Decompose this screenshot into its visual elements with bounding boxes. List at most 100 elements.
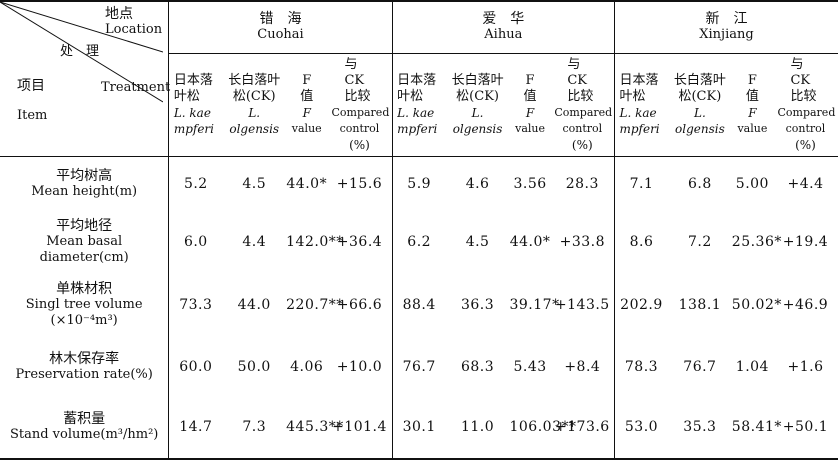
col-jp-lat: L. kaempferi [619,105,660,136]
cell-value: 78.3 [613,338,668,396]
location-label-zh: 地点 [105,6,133,22]
cell-compared: 28.3 [565,176,599,193]
cell-value: 4.5 [242,176,267,193]
col-jp-zh: 日本落叶松 [173,72,213,104]
row-label: 平均树高 Mean height(m) [0,156,169,212]
treatment-label-zh: 处 理 [60,44,100,59]
cell-f-value: 3.56 [513,176,547,193]
site-name-zh: 新 江 [705,11,748,28]
col-header-compared: 与CK比较 Compared control (%) [327,53,393,157]
cell-value: 11.0 [445,396,510,460]
col-f-en: value [737,121,768,135]
cell-value: 68.3 [460,359,495,375]
cell-compared: +4.4 [787,176,824,193]
cell-compared: +143.5 [554,297,610,313]
cell-value: 5.9 [391,156,446,212]
location-label-en: Location [105,22,163,37]
site-name-zh: 错 海 [259,11,302,28]
col-f-sym: F [748,105,757,120]
col-header-olgensis: 长白落叶松(CK) L. olgensis [445,53,510,157]
col-cmp-en: Compared control [554,105,613,135]
site-name-zh: 爱 华 [482,11,525,28]
row-label-zh: 蓄积量 [63,411,106,427]
table-row: 单株材积 Singl tree volume (×10⁻⁴m³) 73.3 44… [0,272,838,338]
cell-value: 7.1 [613,156,668,212]
col-ck-zh: 长白落叶松(CK) [451,72,504,104]
cell-f-value: 58.41* [731,396,781,460]
cell-value: 8.6 [613,212,668,272]
cell-value: 76.7 [391,338,446,396]
col-header-olgensis: 长白落叶松(CK) L. olgensis [222,53,287,157]
col-f-zh: F值 [523,72,537,104]
row-label: 蓄积量 Stand volume(m³/hm²) [0,396,169,460]
table-row: 平均地径 Mean basal diameter(cm) 6.0 4.4 142… [0,212,838,272]
cell-value: 7.2 [688,234,712,250]
col-cmp-en: Compared control [331,105,390,135]
col-cmp-unit: (%) [349,137,370,152]
col-cmp-zh: 与CK比较 [567,56,594,104]
row-label-zh: 单株材积 [56,281,113,297]
cell-compared: +46.9 [782,297,829,313]
row-label-zh: 林木保存率 [49,351,120,367]
cell-compared: +15.6 [336,176,383,193]
col-header-kaempferi: 日本落叶松 L. kaempferi [168,53,223,157]
cell-f-value: 220.7** [286,297,344,313]
col-cmp-unit: (%) [571,137,593,152]
cell-value: 53.0 [613,396,668,460]
cell-f-value: 106.03** [509,396,576,460]
cell-f-value: 142.0** [286,234,344,250]
cell-value: 44.0 [237,297,271,313]
item-label-en: Item [17,108,48,123]
site-header-cuohai: 错 海 Cuohai [168,0,393,54]
row-label-unit: (×10⁻⁴m³) [50,313,118,328]
cell-value: 73.3 [168,272,223,338]
cell-compared: +8.4 [564,359,601,375]
col-f-sym: F [525,105,535,120]
col-jp-zh: 日本落叶松 [619,72,659,104]
cell-value: 4.5 [465,234,490,250]
row-label-en: Stand volume(m³/hm²) [9,427,159,442]
col-header-f-value: F值 F value [731,53,773,157]
site-name-en: Aihua [484,27,523,43]
cell-f-value: 5.00 [735,176,769,193]
cell-value: 60.0 [168,338,223,396]
table-row: 平均树高 Mean height(m) 5.2 4.5 44.0* +15.6 … [0,156,838,212]
col-f-sym: F [302,105,311,120]
col-jp-lat: L. kaempferi [173,105,214,136]
cell-value: 6.2 [391,212,446,272]
cell-compared: +19.4 [782,234,829,250]
col-ck-lat: L. olgensis [229,105,280,136]
cell-f-value: 4.06 [290,359,324,375]
cell-value: 88.4 [391,272,446,338]
cell-compared: +173.6 [550,396,615,460]
location-label: 地点 Location [105,6,162,38]
cell-compared: +50.1 [772,396,838,460]
cell-f-value: 44.0* [509,234,551,250]
cell-f-value: 50.02* [731,297,782,313]
col-header-f-value: F值 F value [509,53,551,157]
col-ck-zh: 长白落叶松(CK) [673,72,726,104]
col-jp-zh: 日本落叶松 [397,72,437,104]
cell-compared: +101.4 [327,396,393,460]
row-label: 单株材积 Singl tree volume (×10⁻⁴m³) [0,272,169,338]
cell-value: 76.7 [683,359,717,375]
cell-f-value: 39.17* [509,297,560,313]
col-cmp-zh: 与CK比较 [790,56,817,104]
row-label-en: Preservation rate(%) [15,367,153,382]
table-row: 林木保存率 Preservation rate(%) 60.0 50.0 4.0… [0,338,838,396]
cell-value: 50.0 [237,359,271,375]
cell-value: 138.1 [678,297,722,313]
item-label: 项目 Item [17,78,47,124]
row-label-en: Mean basal diameter(cm) [39,234,129,265]
col-jp-lat: L. kaempferi [397,105,438,136]
col-header-kaempferi: 日本落叶松 L. kaempferi [613,53,668,157]
cell-value: 14.7 [168,396,223,460]
row-label-en: Mean height(m) [31,184,138,200]
col-cmp-en: Compared control [777,105,836,135]
row-label-zh: 平均地径 [56,218,113,234]
col-header-olgensis: 长白落叶松(CK) L. olgensis [667,53,732,157]
cell-value: 5.2 [168,156,223,212]
cell-f-value: 5.43 [513,359,547,375]
col-ck-lat: L. olgensis [675,105,725,136]
